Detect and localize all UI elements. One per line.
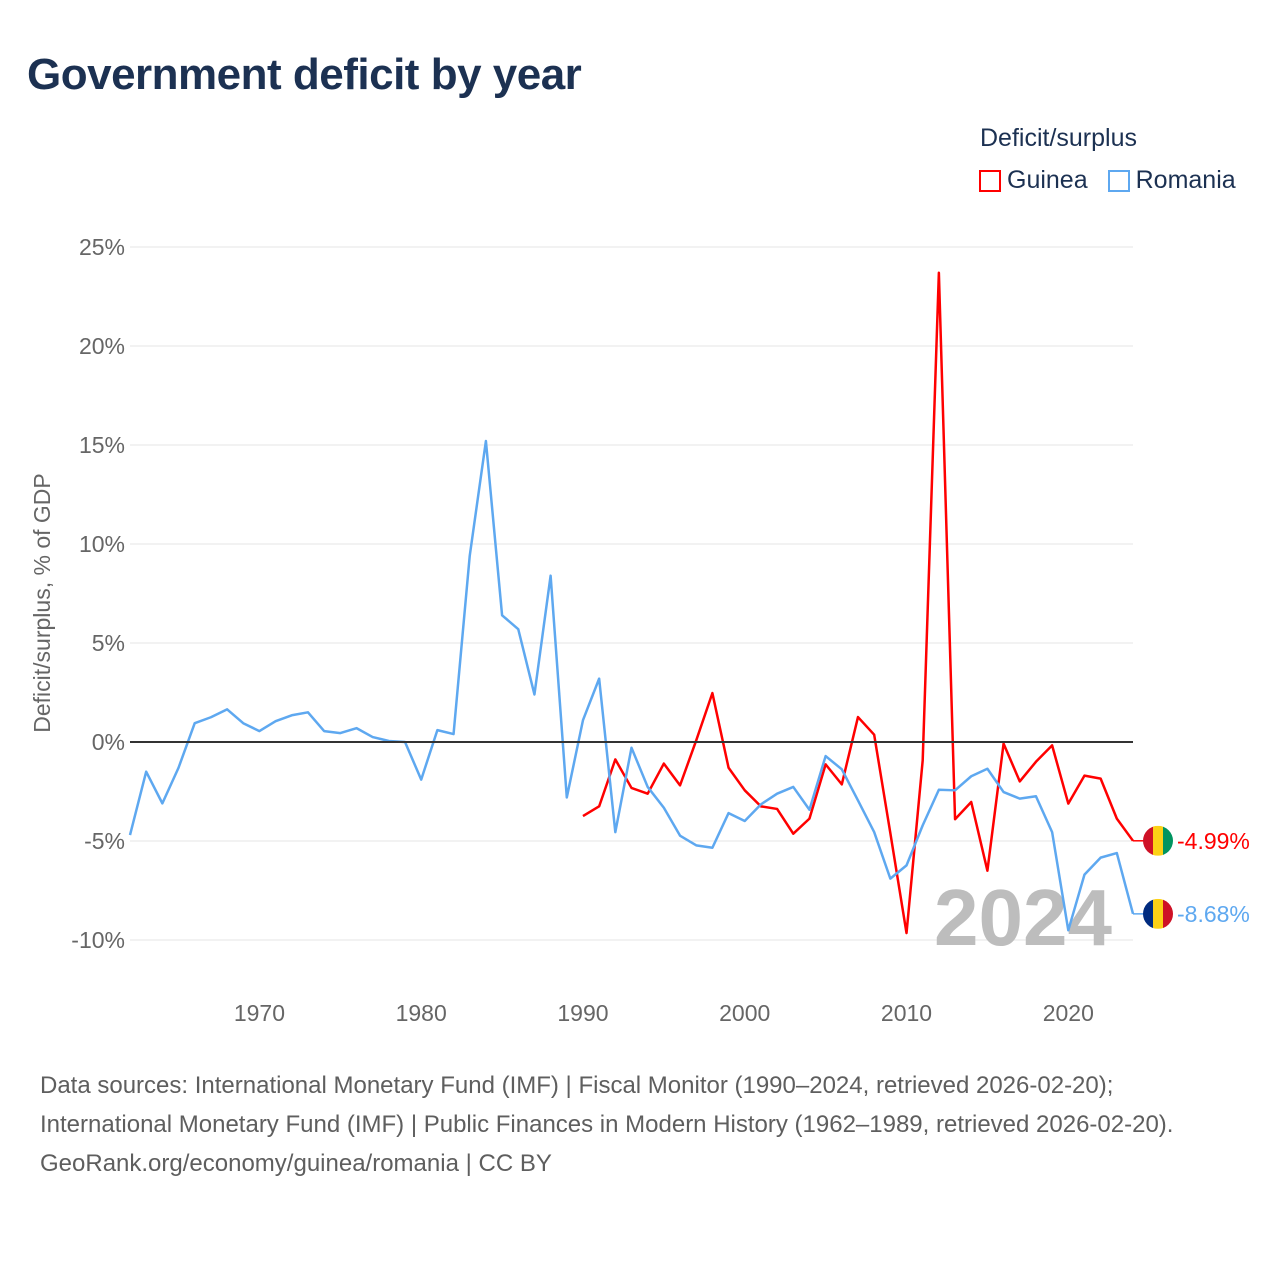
x-tick-label: 1970 [234,1000,285,1026]
x-tick-label: 1990 [557,1000,608,1026]
legend-title: Deficit/surplus [980,124,1137,152]
y-tick-label: -10% [71,927,125,953]
y-axis-label: Deficit/surplus, % of GDP [29,473,55,732]
flag-guinea-icon [1163,825,1173,856]
y-tick-label: 0% [92,729,125,755]
source-link[interactable]: GeoRank.org/economy/guinea/romania | CC … [40,1150,552,1177]
flag-romania-icon [1163,898,1173,929]
y-tick-label: 25% [79,234,125,260]
legend-item-romania[interactable]: Romania [1107,166,1236,195]
legend-label-guinea: Guinea [1007,166,1088,194]
flag-romania-icon [1153,898,1164,929]
legend-swatch-romania [1107,169,1130,192]
flag-guinea-icon [1153,825,1164,856]
series-line-guinea [582,271,1135,935]
current-year-watermark: 2024 [934,873,1112,962]
flag-guinea-icon [1143,825,1154,856]
legend-swatch-guinea [979,169,1001,192]
legend-label-romania: Romania [1135,166,1236,194]
footer: Data sources: International Monetary Fun… [40,1066,1240,1183]
x-tick-label: 2010 [881,1000,932,1026]
y-tick-label: -5% [84,828,125,854]
x-tick-label: 1980 [396,1000,447,1026]
end-value-label-guinea: -4.99% [1177,828,1250,854]
y-tick-label: 5% [92,630,125,656]
flag-romania-icon [1143,898,1154,929]
y-tick-label: 15% [79,432,125,458]
x-tick-label: 2020 [1043,1000,1094,1026]
legend-item-guinea[interactable]: Guinea [979,166,1088,195]
series-line-romania [128,439,1135,932]
chart-title: Government deficit by year [27,50,582,99]
data-sources: Data sources: International Monetary Fun… [40,1072,1174,1138]
y-tick-label: 10% [79,531,125,557]
y-tick-label: 20% [79,333,125,359]
legend: Guinea Romania [979,166,1236,195]
end-value-label-romania: -8.68% [1177,901,1250,927]
x-tick-label: 2000 [719,1000,770,1026]
